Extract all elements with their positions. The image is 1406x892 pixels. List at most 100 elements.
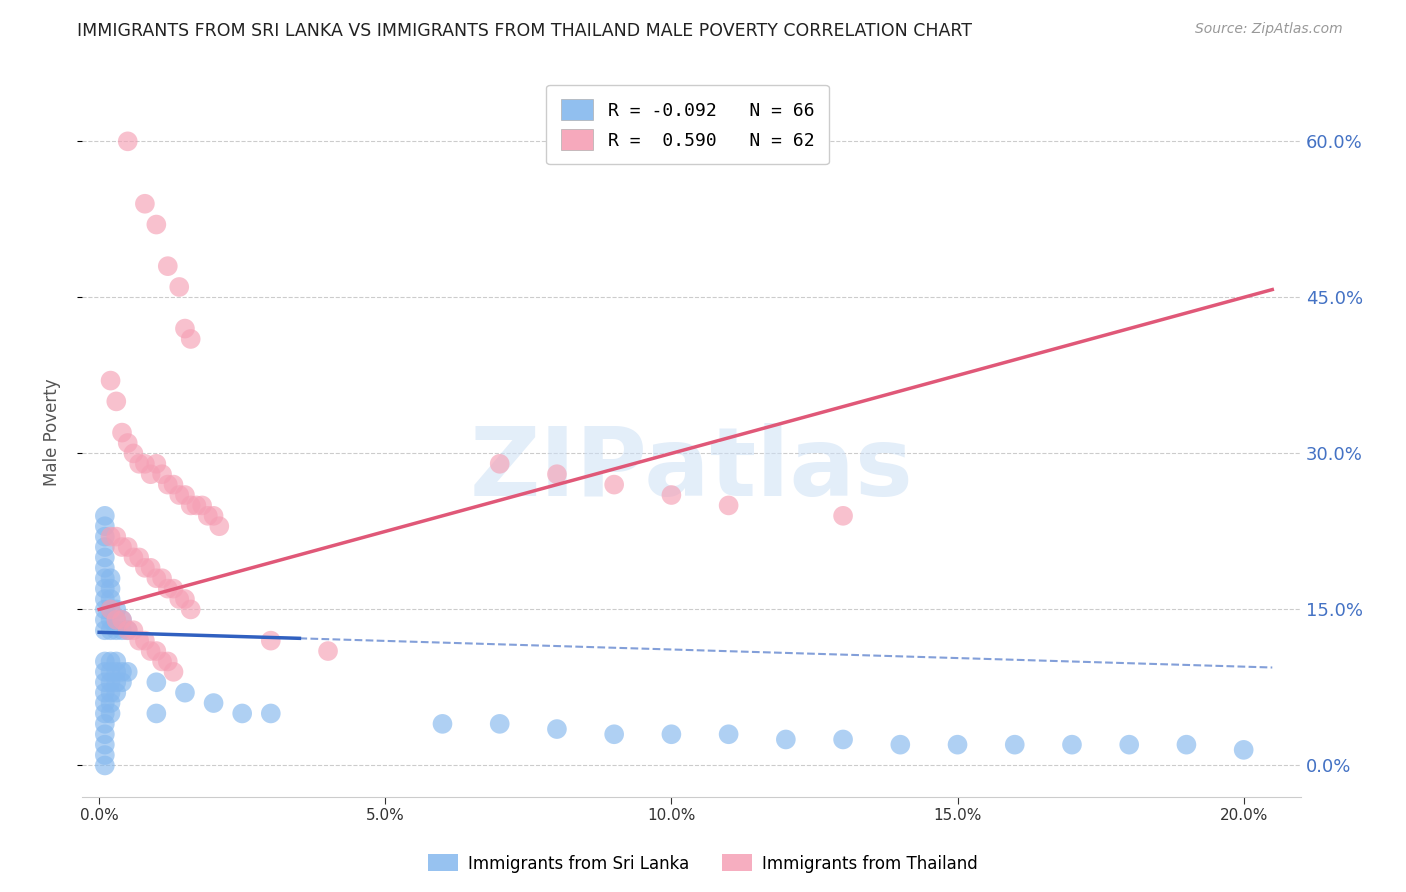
Point: [167, 280, 190, 294]
Point: [94, 592, 117, 607]
Point: [145, 644, 167, 658]
Point: [122, 624, 145, 638]
Point: [156, 655, 179, 669]
Point: [661, 488, 683, 502]
Point: [167, 592, 190, 607]
Point: [94, 655, 117, 669]
Point: [889, 738, 911, 752]
Point: [105, 624, 128, 638]
Point: [100, 374, 122, 388]
Point: [128, 550, 150, 565]
Point: [94, 624, 117, 638]
Point: [134, 633, 156, 648]
Text: IMMIGRANTS FROM SRI LANKA VS IMMIGRANTS FROM THAILAND MALE POVERTY CORRELATION C: IMMIGRANTS FROM SRI LANKA VS IMMIGRANTS …: [77, 22, 973, 40]
Point: [1175, 738, 1198, 752]
Text: ZIPatlas: ZIPatlas: [470, 423, 914, 516]
Point: [117, 665, 139, 679]
Point: [105, 655, 128, 669]
Point: [134, 457, 156, 471]
Point: [105, 613, 128, 627]
Point: [117, 624, 139, 638]
Point: [105, 686, 128, 700]
Point: [145, 571, 167, 585]
Point: [94, 571, 117, 585]
Point: [174, 488, 197, 502]
Point: [94, 530, 117, 544]
Point: [156, 582, 179, 596]
Point: [174, 686, 197, 700]
Point: [94, 540, 117, 554]
Point: [111, 425, 134, 440]
Point: [111, 613, 134, 627]
Point: [202, 508, 225, 523]
Point: [100, 592, 122, 607]
Text: Source: ZipAtlas.com: Source: ZipAtlas.com: [1195, 22, 1343, 37]
Point: [117, 436, 139, 450]
Point: [111, 624, 134, 638]
Point: [946, 738, 969, 752]
Point: [100, 655, 122, 669]
Point: [105, 675, 128, 690]
Point: [180, 332, 202, 346]
Point: [117, 540, 139, 554]
Point: [105, 665, 128, 679]
Point: [162, 477, 184, 491]
Point: [128, 457, 150, 471]
Point: [105, 602, 128, 616]
Point: [180, 499, 202, 513]
Point: [139, 644, 162, 658]
Point: [488, 717, 510, 731]
Legend: Immigrants from Sri Lanka, Immigrants from Thailand: Immigrants from Sri Lanka, Immigrants fr…: [422, 847, 984, 880]
Point: [94, 508, 117, 523]
Point: [134, 196, 156, 211]
Point: [94, 582, 117, 596]
Point: [111, 675, 134, 690]
Point: [94, 696, 117, 710]
Point: [94, 561, 117, 575]
Point: [100, 675, 122, 690]
Point: [145, 675, 167, 690]
Point: [775, 732, 797, 747]
Point: [186, 499, 208, 513]
Point: [100, 665, 122, 679]
Point: [156, 259, 179, 273]
Point: [202, 696, 225, 710]
Point: [111, 665, 134, 679]
Point: [94, 519, 117, 533]
Point: [94, 747, 117, 762]
Point: [150, 467, 173, 482]
Point: [100, 571, 122, 585]
Point: [162, 665, 184, 679]
Point: [174, 321, 197, 335]
Point: [122, 550, 145, 565]
Point: [1004, 738, 1026, 752]
Point: [94, 706, 117, 721]
Point: [128, 633, 150, 648]
Point: [100, 602, 122, 616]
Point: [94, 613, 117, 627]
Point: [260, 633, 283, 648]
Point: [167, 488, 190, 502]
Point: [150, 655, 173, 669]
Point: [180, 602, 202, 616]
Point: [94, 717, 117, 731]
Point: [145, 218, 167, 232]
Point: [94, 665, 117, 679]
Point: [197, 508, 219, 523]
Point: [316, 644, 339, 658]
Point: [546, 722, 568, 736]
Point: [100, 624, 122, 638]
Point: [162, 582, 184, 596]
Point: [100, 706, 122, 721]
Point: [117, 624, 139, 638]
Point: [1060, 738, 1083, 752]
Point: [105, 394, 128, 409]
Point: [231, 706, 253, 721]
Point: [94, 727, 117, 741]
Point: [156, 477, 179, 491]
Point: [432, 717, 454, 731]
Point: [100, 613, 122, 627]
Point: [717, 727, 740, 741]
Point: [603, 727, 626, 741]
Point: [139, 561, 162, 575]
